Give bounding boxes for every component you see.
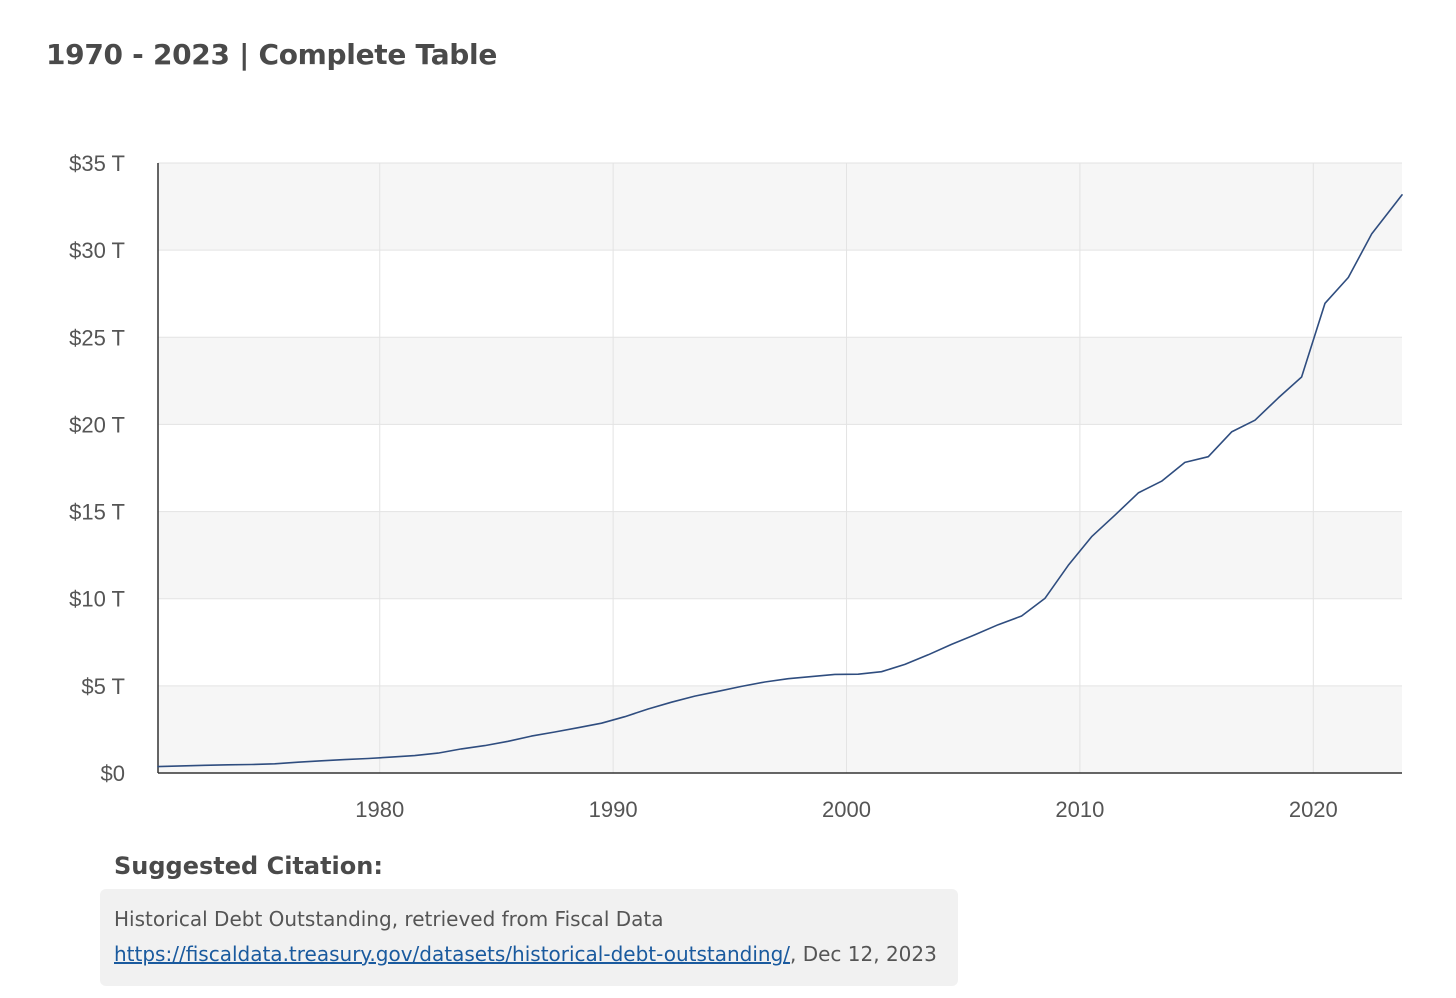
plot-band — [158, 163, 1402, 251]
x-tick-label: 2000 — [822, 797, 871, 822]
y-tick-label: $20 T — [69, 412, 125, 437]
y-tick-label: $25 T — [69, 325, 125, 350]
debt-series-line — [157, 194, 1403, 768]
plot-bands — [158, 163, 1402, 773]
axes — [157, 163, 1402, 774]
page-title: 1970 - 2023 | Complete Table — [46, 38, 498, 71]
citation-date: , Dec 12, 2023 — [790, 942, 937, 966]
x-tick-label: 1990 — [589, 797, 638, 822]
citation-box: Historical Debt Outstanding, retrieved f… — [100, 889, 958, 986]
series-group — [157, 194, 1403, 768]
citation-label: Suggested Citation: — [114, 852, 383, 880]
x-tick-labels: 1980 1990 2000 2010 2020 — [355, 797, 1338, 822]
y-tick-label: $30 T — [69, 238, 125, 263]
citation-text: Historical Debt Outstanding, retrieved f… — [114, 907, 664, 931]
y-tick-label: $15 T — [69, 500, 125, 525]
citation-source-line: https://fiscaldata.treasury.gov/datasets… — [114, 942, 937, 966]
y-tick-label: $5 T — [81, 674, 125, 699]
y-tick-labels: $0 $5 T $10 T $15 T $20 T $25 T $30 T $35 T — [69, 151, 125, 786]
plot-band — [158, 511, 1402, 599]
y-tick-label: $10 T — [69, 587, 125, 612]
x-tick-label: 1980 — [355, 797, 404, 822]
y-tick-label: $35 T — [69, 151, 125, 176]
grid-lines — [158, 162, 1402, 773]
plot-band — [158, 337, 1402, 425]
x-tick-label: 2020 — [1289, 797, 1338, 822]
x-tick-label: 2010 — [1055, 797, 1104, 822]
citation-link[interactable]: https://fiscaldata.treasury.gov/datasets… — [114, 942, 791, 966]
y-tick-label: $0 — [101, 761, 125, 786]
